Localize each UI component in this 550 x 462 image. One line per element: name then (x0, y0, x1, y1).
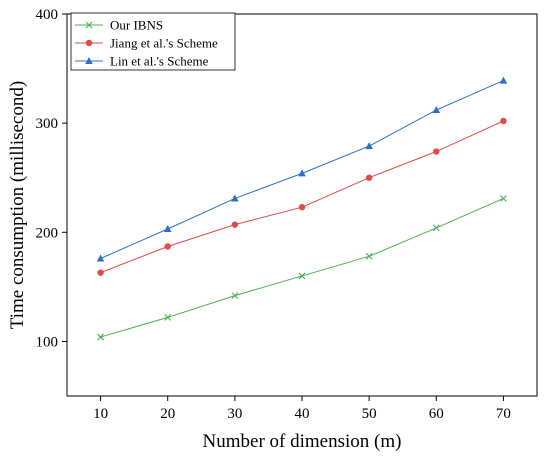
data-point (231, 292, 239, 299)
legend-entry: Lin et al.'s Scheme (75, 54, 209, 69)
data-point (432, 106, 441, 114)
series-3 (96, 76, 508, 262)
data-point (96, 254, 105, 262)
data-point (163, 225, 172, 233)
data-point (298, 203, 306, 211)
series-2 (97, 117, 507, 276)
legend-marker (85, 21, 93, 29)
x-tick-label: 50 (362, 406, 377, 422)
data-point (231, 221, 239, 228)
x-axis-title: Number of dimension (m) (203, 431, 402, 452)
x-tick-label: 60 (429, 406, 444, 422)
legend-label: Our IBNS (110, 18, 163, 33)
axis-ticks: 10 20 30 40 50 60 70 100 200 300 400 (36, 7, 511, 422)
data-point (298, 272, 306, 280)
legend-label: Jiang et al.'s Scheme (110, 36, 218, 51)
data-point (164, 314, 172, 321)
x-tick-label: 10 (93, 406, 108, 422)
x-tick-label: 40 (295, 406, 310, 422)
legend-marker (85, 57, 93, 64)
legend-label: Lin et al.'s Scheme (110, 54, 209, 69)
data-point (97, 269, 104, 276)
y-tick-label: 300 (36, 116, 59, 132)
data-point (499, 76, 508, 84)
data-point (433, 148, 440, 155)
series-group (96, 76, 508, 341)
data-point (298, 169, 306, 177)
x-tick-label: 70 (496, 406, 511, 422)
y-tick-label: 100 (36, 334, 59, 350)
data-point (500, 195, 507, 202)
data-point (97, 333, 104, 341)
x-tick-label: 20 (160, 406, 175, 422)
legend: Our IBNS Jiang et al.'s Scheme Lin et al.'… (70, 12, 236, 71)
data-point (500, 117, 507, 125)
x-tick-label: 30 (227, 406, 242, 422)
y-axis-title: Time consumption (millisecond) (7, 81, 28, 329)
legend-entry: Jiang et al.'s Scheme (75, 36, 218, 51)
series-line (100, 197, 504, 338)
y-tick-label: 400 (36, 7, 59, 23)
data-point (432, 224, 440, 232)
series-line (100, 120, 504, 274)
data-point (365, 174, 373, 181)
legend-entry: Our IBNS (75, 18, 163, 33)
series-1 (97, 195, 507, 341)
y-tick-label: 200 (36, 225, 59, 241)
data-point (164, 243, 171, 250)
legend-marker (85, 39, 93, 47)
data-point (231, 194, 239, 202)
data-point (365, 252, 373, 260)
data-point (365, 142, 373, 150)
